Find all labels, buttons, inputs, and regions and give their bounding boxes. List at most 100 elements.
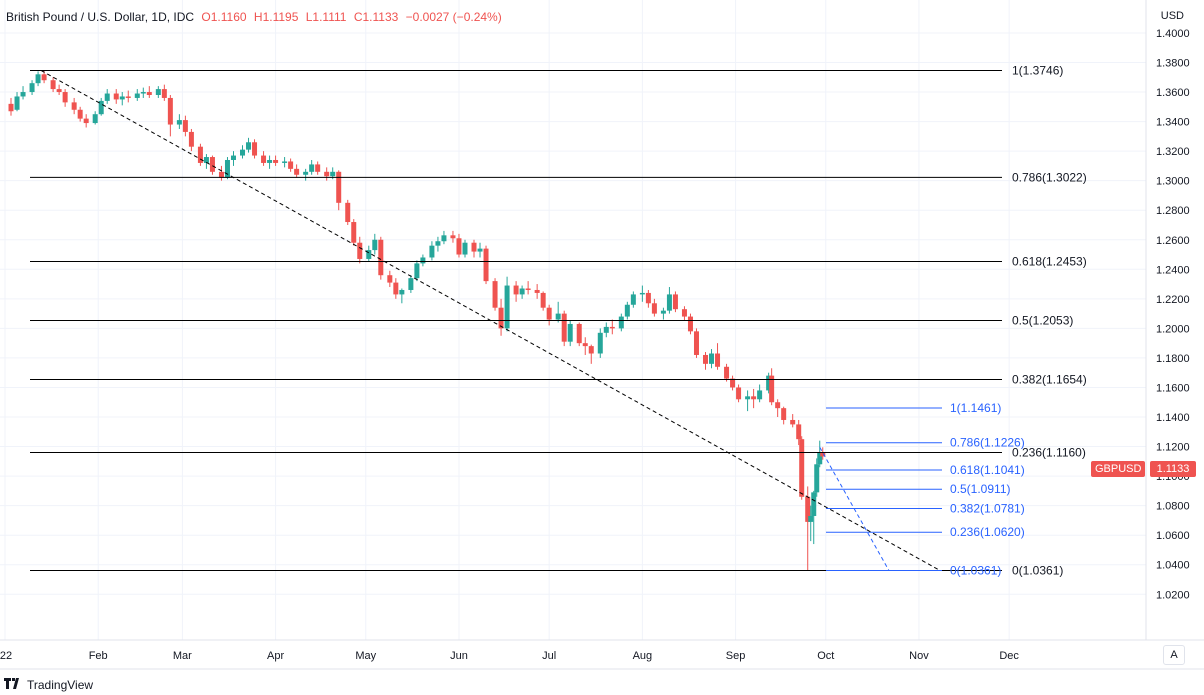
candle-body (471, 242, 477, 252)
candle (35, 71, 41, 87)
candle-body (218, 171, 224, 178)
candle (630, 291, 636, 308)
candle-body (246, 142, 252, 150)
candle-body (555, 313, 561, 320)
candle (769, 368, 775, 406)
candle-body (462, 242, 468, 255)
candle (588, 344, 594, 364)
candle-body (366, 250, 372, 259)
candle (176, 114, 182, 129)
candle (525, 281, 531, 295)
candle-body (766, 375, 772, 391)
candle-body (140, 92, 146, 94)
candle-body (751, 396, 757, 400)
candle (456, 233, 462, 258)
candle-body (92, 114, 98, 124)
brand[interactable]: TradingView (4, 678, 93, 692)
candle (817, 440, 823, 468)
candle (492, 278, 498, 311)
candle-body (609, 326, 615, 329)
candle (104, 89, 110, 104)
candle-body (567, 323, 573, 342)
candle (715, 343, 721, 370)
candle-body (372, 239, 378, 251)
candle-body (651, 303, 657, 314)
candle-body (456, 238, 462, 255)
candle-body (561, 313, 567, 342)
candle (336, 170, 342, 211)
fib-level-label: 0(1.0361) (1012, 563, 1063, 577)
candle-body (597, 332, 603, 354)
candle-body (775, 402, 781, 409)
candle (303, 168, 309, 181)
candle (345, 199, 351, 225)
candle (429, 241, 435, 261)
downtrend-line (40, 70, 941, 571)
candle (498, 298, 504, 336)
fib-retracement-minor: 1(1.1461) 0.786(1.1226) 0.618(1.1041) 0.5(1… (826, 401, 1025, 577)
candle (155, 86, 161, 98)
candle (408, 275, 414, 293)
candle (393, 278, 399, 299)
candle (471, 239, 477, 258)
candle-body (799, 439, 805, 497)
candle (730, 375, 736, 391)
candle-body (294, 168, 300, 175)
candle-body (282, 161, 288, 163)
candle-body (182, 120, 188, 132)
fib-level-label: 0.5(1.2053) (1012, 314, 1073, 328)
candle-body (414, 263, 420, 279)
candle (224, 157, 230, 180)
x-tick-label: Mar (173, 650, 192, 662)
candle (462, 239, 468, 258)
candle (483, 245, 489, 285)
candle-body (50, 80, 56, 90)
candle (14, 92, 20, 112)
candle-body (513, 285, 519, 295)
candle-body (808, 515, 814, 522)
candle-body (119, 96, 125, 100)
close-value: C1.1133 (353, 10, 399, 24)
candle-body (525, 288, 531, 290)
candle (203, 154, 209, 169)
candle-body (176, 120, 182, 125)
candle-body (29, 83, 35, 93)
candle-body (540, 292, 546, 308)
candle (651, 298, 657, 317)
y-tick-label: 1.3400 (1156, 117, 1190, 129)
candle-body (209, 157, 215, 172)
tradingview-logo-icon (4, 678, 22, 692)
candle (77, 106, 83, 122)
candle-body (197, 146, 203, 163)
candle-body (429, 245, 435, 258)
y-tick-label: 1.2400 (1156, 264, 1190, 276)
candle (775, 399, 781, 418)
candle-body (681, 309, 687, 317)
symbol-title[interactable]: British Pound / U.S. Dollar, 1D, IDC (6, 10, 195, 24)
y-tick-label: 1.2600 (1156, 235, 1190, 247)
candle-body (582, 343, 588, 347)
symbol-price-tag: GBPUSD (1091, 461, 1146, 477)
brand-name: TradingView (27, 678, 94, 692)
auto-scale-button[interactable]: A (1163, 645, 1185, 665)
candle (513, 281, 519, 302)
candle (246, 137, 252, 153)
candle-body (817, 452, 823, 465)
candle (182, 115, 188, 137)
x-tick-label: Apr (267, 650, 284, 662)
candle-body (790, 419, 796, 425)
candle (681, 306, 687, 321)
candle-body (351, 222, 357, 243)
y-tick-label: 1.1600 (1156, 382, 1190, 394)
candle (745, 390, 751, 412)
change-value: −0.0027 (−0.24%) (405, 10, 502, 24)
candle-body (736, 387, 742, 400)
trendlines (40, 70, 941, 571)
candle (119, 92, 125, 106)
candle (751, 388, 757, 409)
y-tick-label: 1.2800 (1156, 205, 1190, 217)
candle (29, 80, 35, 95)
candle-body (504, 285, 510, 329)
candle-body (546, 307, 552, 320)
